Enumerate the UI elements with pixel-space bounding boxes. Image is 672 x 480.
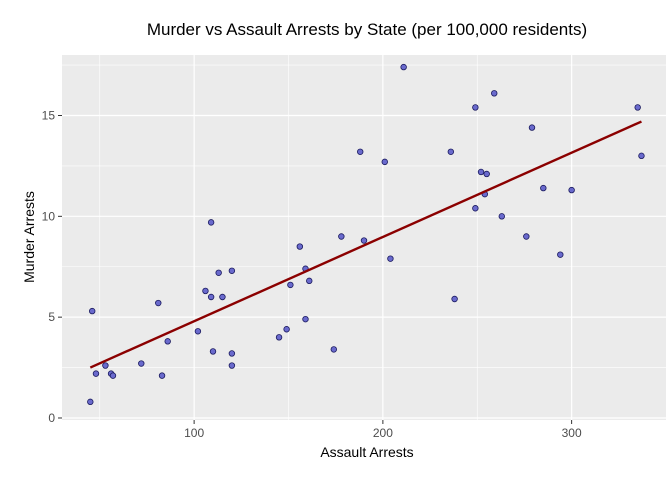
data-point [306, 277, 313, 285]
data-point [540, 184, 547, 192]
y-tick-label: 5 [48, 310, 55, 324]
x-tick-label: 200 [373, 426, 393, 440]
data-point [330, 346, 337, 353]
data-point [483, 170, 490, 178]
data-point [209, 348, 217, 355]
x-tick-label: 300 [562, 426, 582, 440]
data-point [88, 307, 96, 315]
chart-title: Murder vs Assault Arrests by State (per … [147, 20, 587, 39]
data-point [638, 152, 645, 160]
y-axis-title: Murder Arrests [21, 191, 37, 283]
data-point [155, 299, 162, 307]
x-axis-title: Assault Arrests [320, 444, 413, 460]
data-point [87, 398, 94, 406]
trend-line [89, 120, 642, 369]
data-point [634, 104, 641, 111]
data-point [528, 124, 536, 131]
data-point [557, 251, 564, 258]
data-point [477, 168, 485, 176]
x-tick-label: 100 [184, 426, 204, 440]
major-gridlines [62, 55, 666, 420]
x-axis-ticks: 100 200 300 [184, 420, 582, 440]
data-point [109, 372, 117, 379]
data-point [164, 338, 171, 345]
y-tick-label: 15 [42, 108, 56, 122]
data-point [228, 350, 236, 357]
data-point [568, 186, 575, 194]
data-point [387, 255, 394, 262]
data-point [283, 326, 290, 333]
data-point [400, 63, 407, 71]
data-point [219, 293, 226, 301]
y-tick-label: 10 [42, 209, 56, 223]
data-point [275, 334, 283, 341]
data-point [381, 158, 388, 166]
data-point [287, 281, 294, 289]
y-axis-ticks: 0 5 10 15 [42, 108, 62, 425]
data-point [296, 243, 304, 250]
y-tick-label: 0 [48, 411, 55, 425]
data-point [491, 90, 498, 97]
data-point [357, 148, 364, 155]
data-point [207, 219, 215, 226]
data-point [102, 362, 109, 369]
data-point [202, 287, 209, 295]
data-point [138, 360, 145, 367]
data-point [302, 315, 309, 323]
data-point [360, 237, 368, 244]
data-point [472, 205, 479, 212]
data-point [447, 148, 455, 155]
data-point [472, 104, 479, 111]
data-point [215, 269, 222, 276]
data-point [207, 293, 215, 301]
data-point [451, 295, 458, 303]
data-points [87, 63, 645, 406]
data-point [228, 267, 236, 274]
data-point [194, 328, 202, 335]
data-point [228, 362, 236, 369]
data-point [158, 372, 166, 379]
data-point [338, 233, 345, 240]
data-point [523, 233, 530, 240]
data-point [498, 213, 505, 220]
data-point [92, 370, 100, 377]
